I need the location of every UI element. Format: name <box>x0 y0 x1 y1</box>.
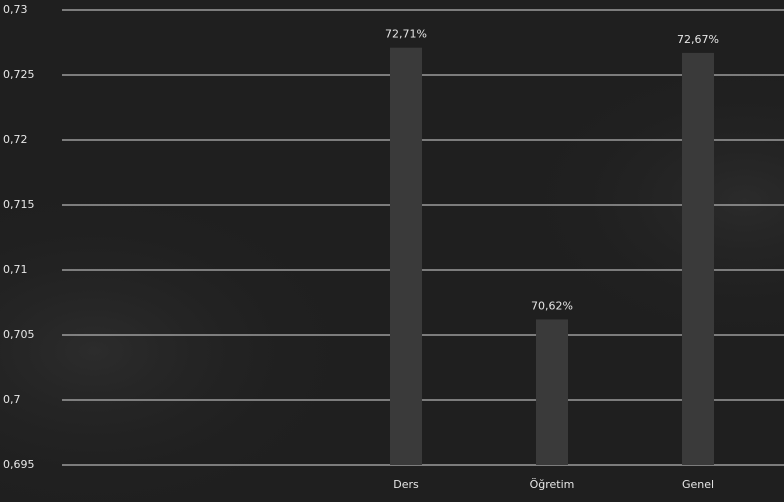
x-tick-label: Genel <box>682 478 714 491</box>
y-tick-label: 0,72 <box>3 133 28 146</box>
bar <box>390 47 422 465</box>
y-tick-label: 0,715 <box>3 198 35 211</box>
y-tick-label: 0,725 <box>3 68 35 81</box>
y-tick-label: 0,7 <box>3 393 21 406</box>
value-label: 72,71% <box>385 28 427 41</box>
y-tick-label: 0,71 <box>3 263 28 276</box>
x-tick-label: Ders <box>393 478 419 491</box>
y-tick-label: 0,695 <box>3 458 35 471</box>
value-label: 72,67% <box>677 33 719 46</box>
bar <box>682 52 714 466</box>
bar <box>536 319 568 465</box>
x-tick-label: Öğretim <box>530 478 575 491</box>
y-tick-label: 0,705 <box>3 328 35 341</box>
y-tick-label: 0,73 <box>3 3 28 16</box>
value-label: 70,62% <box>531 299 573 312</box>
